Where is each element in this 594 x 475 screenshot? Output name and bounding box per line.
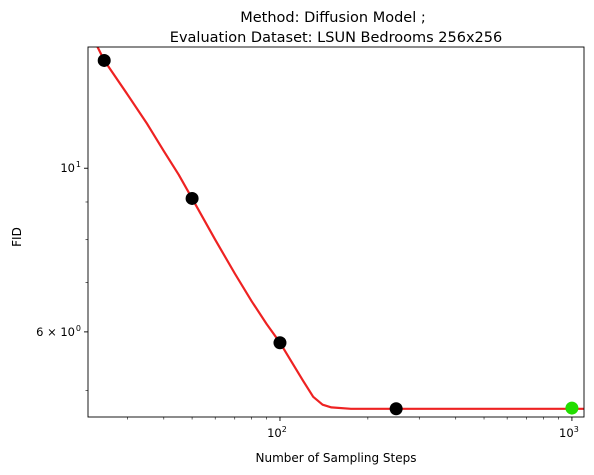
data-point: [273, 336, 287, 350]
data-point: [565, 401, 579, 415]
data-point: [185, 191, 199, 205]
y-tick-label: 6 × 10: [36, 325, 75, 339]
plot-frame: [87, 46, 585, 418]
fit-curve: [96, 47, 584, 410]
chart-title-line1: Method: Diffusion Model ;: [240, 10, 426, 26]
y-tick-exponent: 0: [76, 324, 81, 333]
y-axis-label: FID: [10, 227, 24, 247]
y-tick-label: 10: [60, 161, 75, 175]
x-tick-label: 103: [559, 425, 579, 440]
data-point: [97, 53, 111, 67]
chart-title-line2: Evaluation Dataset: LSUN Bedrooms 256x25…: [170, 30, 502, 46]
plot-area: 102 103 10 1 6 × 10 0: [36, 46, 585, 440]
y-tick-exponent: 1: [76, 160, 81, 169]
x-tick-label: 102: [267, 425, 287, 440]
data-point: [389, 402, 403, 416]
x-axis-label: Number of Sampling Steps: [256, 451, 417, 465]
